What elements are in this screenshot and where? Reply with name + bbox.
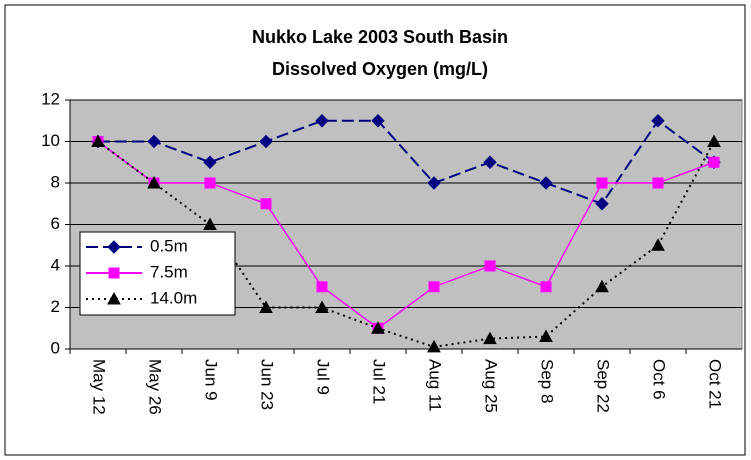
marker — [651, 238, 665, 251]
marker — [540, 281, 552, 293]
x-tick-label: Sep 8 — [538, 359, 557, 403]
marker — [107, 291, 121, 305]
x-tick-label: Aug 25 — [482, 359, 501, 413]
marker — [147, 134, 161, 149]
marker — [483, 331, 497, 345]
marker — [204, 177, 216, 189]
marker — [108, 267, 120, 279]
marker — [483, 155, 497, 169]
x-tick-label: Sep 22 — [594, 359, 613, 413]
marker — [203, 217, 217, 230]
x-tick-label: Jun 9 — [202, 359, 221, 401]
marker — [708, 156, 720, 168]
marker — [595, 279, 609, 293]
x-tick-label: Jun 23 — [258, 359, 277, 410]
y-tick-label: 12 — [41, 89, 60, 108]
x-tick-label: Aug 11 — [426, 359, 445, 412]
y-tick-label: 10 — [41, 131, 60, 150]
x-tick-label: May 26 — [146, 359, 165, 415]
marker — [427, 176, 441, 190]
marker — [147, 175, 161, 189]
y-tick-label: 0 — [51, 338, 60, 357]
y-tick-label: 6 — [51, 214, 60, 233]
y-tick-label: 4 — [51, 255, 60, 274]
marker — [484, 260, 496, 272]
marker — [259, 300, 273, 313]
marker — [315, 114, 329, 128]
marker — [371, 114, 385, 128]
x-tick-label: Oct 21 — [706, 359, 725, 409]
marker — [595, 197, 609, 211]
marker — [539, 329, 553, 343]
marker — [315, 300, 329, 313]
legend-label: 0.5m — [150, 236, 188, 255]
marker — [539, 176, 553, 190]
series-line — [98, 119, 715, 205]
marker — [91, 134, 105, 147]
series-line — [97, 140, 715, 348]
marker — [260, 198, 272, 210]
marker — [707, 134, 721, 147]
legend-label: 7.5m — [150, 262, 188, 281]
chart-subtitle: Dissolved Oxygen (mg/L) — [272, 59, 488, 79]
marker — [428, 281, 440, 293]
marker — [371, 321, 385, 334]
y-tick-label: 2 — [51, 297, 60, 316]
y-tick-label: 8 — [51, 172, 60, 191]
x-tick-label: Oct 6 — [650, 359, 669, 400]
x-tick-label: May 12 — [90, 359, 109, 415]
marker — [652, 177, 664, 189]
chart-title: Nukko Lake 2003 South Basin — [252, 27, 508, 47]
marker — [316, 281, 328, 293]
marker — [259, 134, 273, 149]
marker — [596, 177, 608, 189]
marker — [651, 114, 665, 128]
series-line — [97, 140, 715, 330]
marker — [427, 339, 441, 353]
marker — [203, 155, 217, 169]
legend-label: 14.0m — [150, 288, 197, 307]
x-tick-label: Jul 9 — [314, 359, 333, 395]
x-tick-label: Jul 21 — [370, 359, 389, 404]
marker — [107, 240, 121, 254]
